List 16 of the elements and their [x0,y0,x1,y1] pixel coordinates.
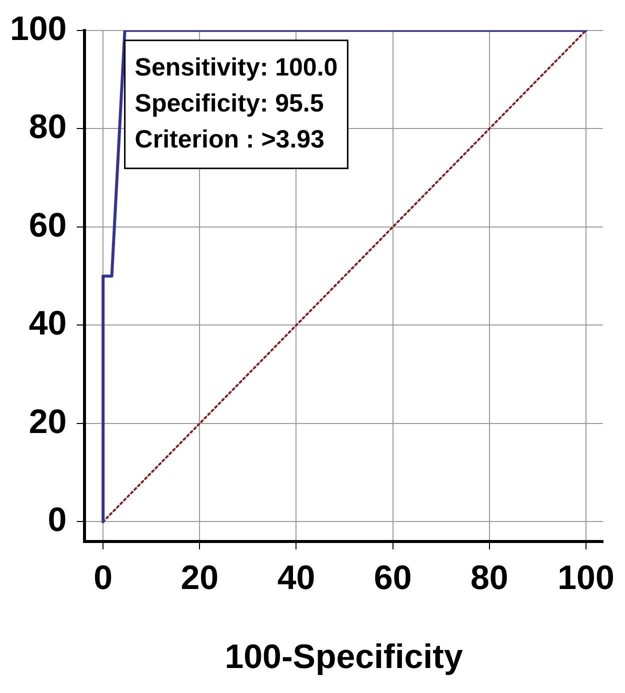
x-axis-title: 100-Specificity [224,638,463,676]
y-tick-label: 80 [28,108,67,146]
y-tick-label: 60 [28,206,67,244]
y-tick-label: 20 [28,402,67,441]
x-tick-label: 80 [470,559,508,598]
y-tick-label: 0 [48,501,67,540]
x-tick-label: 60 [374,559,412,598]
x-tick-label: 0 [94,559,113,598]
annotation: Sensitivity: 100.0 [134,53,338,82]
y-tick-label: 100 [10,10,67,48]
x-tick-label: 100 [558,559,614,598]
annotation: Specificity: 95.5 [134,89,324,118]
x-tick-label: 40 [277,559,316,598]
annotation: Criterion : >3.93 [134,125,324,154]
y-tick-label: 40 [28,304,67,343]
x-tick-label: 20 [180,559,219,598]
